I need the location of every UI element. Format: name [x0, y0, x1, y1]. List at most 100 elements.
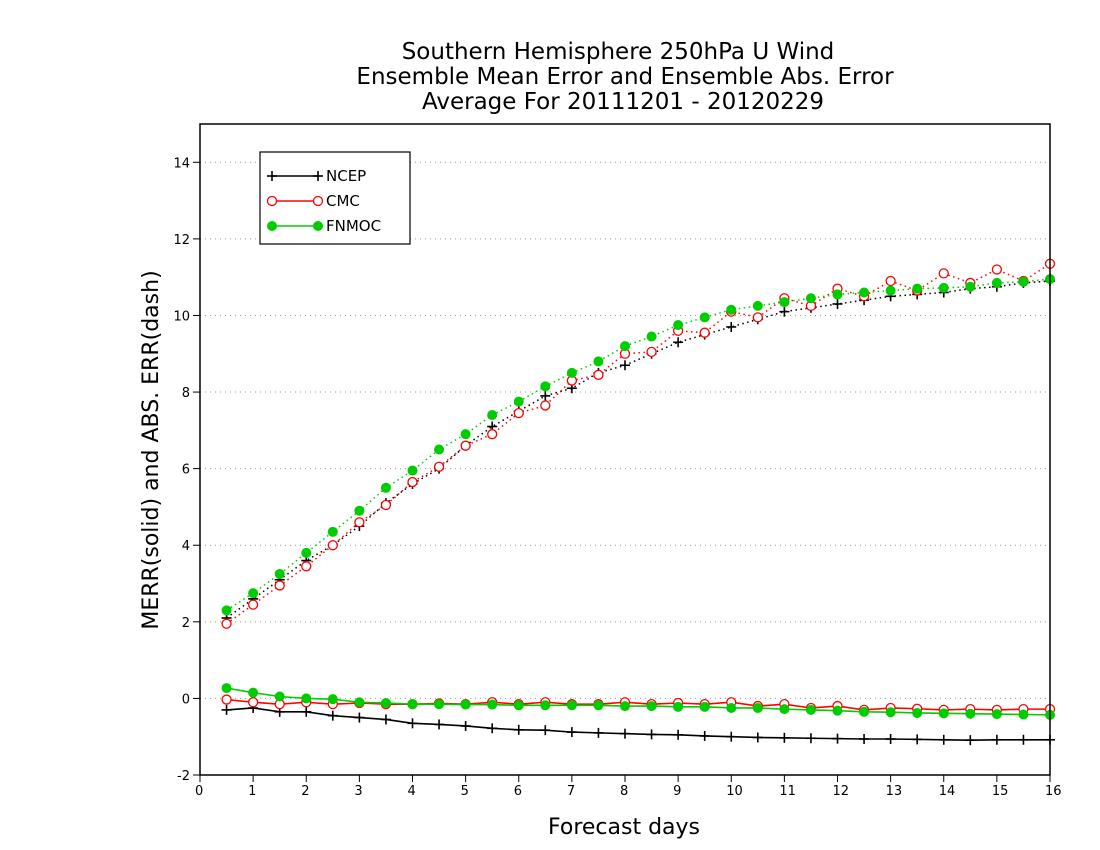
y-tick-label: 6 [182, 463, 190, 478]
cmc-abs-err-point [221, 618, 232, 629]
ncep-abs-err-point [779, 306, 790, 317]
fnmoc-abs-err-point [593, 356, 604, 367]
ncep-abs-err-point [620, 360, 630, 371]
fnmoc-abs-err-point [487, 410, 498, 421]
y-tick-label: 4 [182, 539, 190, 554]
x-tick-label: 13 [886, 784, 903, 799]
fnmoc-abs-err-point [380, 482, 391, 493]
x-tick-label: 6 [514, 784, 522, 799]
fnmoc-abs-err-point [752, 300, 763, 311]
ncep-merr-point [354, 712, 365, 723]
fnmoc-merr-point [779, 704, 790, 715]
ncep-abs-err-point [673, 337, 684, 348]
x-tick-label: 4 [408, 784, 416, 799]
fnmoc-merr-point [221, 683, 232, 694]
ncep-merr-point [885, 734, 896, 745]
ncep-merr-point [912, 734, 923, 745]
y-axis-label: MERR(solid) and ABS. ERR(dash) [139, 270, 164, 629]
fnmoc-merr-point [274, 691, 285, 702]
fnmoc-abs-err-point [566, 367, 577, 378]
cmc-abs-err-point [885, 275, 896, 287]
series-group [221, 258, 1056, 746]
legend-marker [267, 221, 277, 231]
fnmoc-merr-point [726, 702, 737, 713]
ncep-abs-err-point [540, 390, 551, 401]
fnmoc-merr-point [407, 699, 418, 710]
chart-title-line-2: Ensemble Mean Error and Ensemble Abs. Er… [356, 64, 894, 90]
x-tick-label: 3 [354, 784, 362, 799]
fnmoc-abs-err-point [673, 320, 684, 331]
x-tick-label: 16 [1045, 784, 1062, 799]
y-tick-label: 12 [173, 233, 190, 248]
x-tick-label: 5 [461, 784, 469, 799]
ncep-merr-point [699, 730, 710, 741]
fnmoc-abs-err-point [248, 588, 259, 599]
fnmoc-abs-err-point [991, 277, 1002, 288]
fnmoc-abs-err-point [912, 283, 923, 294]
fnmoc-abs-err-point [805, 293, 816, 304]
fnmoc-merr-point [938, 708, 949, 719]
ncep-merr-point [965, 735, 976, 746]
ncep-abs-err-point [726, 321, 737, 332]
fnmoc-abs-err-point [460, 429, 471, 440]
cmc-abs-err-point [752, 312, 763, 323]
fnmoc-abs-err-point [885, 285, 896, 296]
x-tick-label: 12 [833, 784, 850, 799]
fnmoc-abs-err-point [434, 444, 445, 455]
chart-title-line-3: Average For 20111201 - 20120229 [422, 89, 824, 115]
ncep-merr-point [938, 734, 949, 745]
x-tick-label: 10 [726, 784, 743, 799]
fnmoc-merr-point [965, 708, 976, 719]
ncep-merr-point [434, 719, 445, 730]
legend-label: CMC [326, 192, 360, 210]
ncep-merr-point [752, 732, 763, 743]
fnmoc-abs-err-point [620, 341, 630, 352]
fnmoc-merr-point [540, 700, 551, 711]
fnmoc-merr-point [991, 709, 1002, 720]
fnmoc-merr-point [859, 706, 870, 717]
cmc-abs-err-point [274, 580, 285, 591]
fnmoc-abs-err-point [540, 381, 551, 392]
fnmoc-merr-point [1018, 709, 1029, 720]
fnmoc-abs-err-point [726, 304, 737, 315]
x-tick-label: 2 [301, 784, 309, 799]
fnmoc-merr-point [593, 700, 604, 711]
fnmoc-merr-point [912, 707, 923, 718]
fnmoc-merr-point [301, 693, 312, 704]
fnmoc-merr-point [699, 701, 710, 712]
ncep-abs-err-point [832, 298, 843, 309]
fnmoc-merr-point [327, 694, 338, 705]
cmc-abs-err-point [380, 499, 392, 511]
fnmoc-abs-err-point [513, 396, 524, 407]
fnmoc-abs-err-point [354, 505, 365, 516]
cmc-abs-err-point [247, 599, 259, 610]
fnmoc-abs-err-point [699, 312, 710, 323]
ncep-merr-point [566, 727, 577, 738]
legend: NCEP CMC FNMOC [259, 151, 411, 245]
ncep-merr-point [407, 718, 418, 729]
fnmoc-abs-err-point [327, 526, 338, 537]
x-tick-label: 11 [779, 784, 796, 799]
fnmoc-abs-err-line [226, 278, 1051, 611]
legend-marker [313, 221, 323, 231]
cmc-merr-point [221, 694, 232, 705]
chart-title: Southern Hemisphere 250hPa U Wind Ensemb… [356, 39, 894, 115]
legend-marker [312, 195, 324, 207]
ncep-merr-point [487, 723, 498, 734]
x-tick-label: 0 [195, 784, 203, 799]
fnmoc-merr-point [513, 700, 524, 711]
fnmoc-merr-point [380, 698, 391, 709]
fnmoc-abs-err-point [407, 465, 418, 476]
fnmoc-abs-err-point [221, 605, 232, 616]
x-tick-label: 7 [567, 784, 575, 799]
fnmoc-merr-point [673, 701, 684, 712]
ncep-merr-point [805, 733, 816, 744]
y-tick-label: 0 [182, 692, 190, 707]
ncep-abs-err-line [226, 280, 1051, 619]
ncep-merr-point [301, 706, 312, 717]
cmc-abs-err-point [327, 540, 338, 551]
ncep-merr-point [726, 731, 737, 742]
fnmoc-merr-point [805, 704, 816, 715]
cmc-abs-err-point [513, 407, 524, 419]
